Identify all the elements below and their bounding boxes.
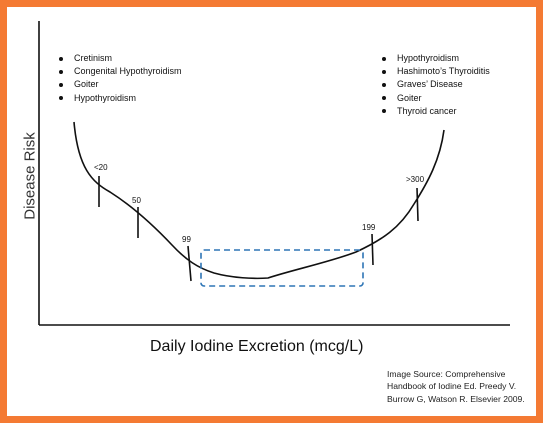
- risk-curve: [73, 121, 445, 280]
- y-axis-title: Disease Risk: [21, 132, 39, 220]
- threshold-label-lt20: <20: [94, 163, 108, 172]
- x-axis-title: Daily Iodine Excretion (mcg/L): [150, 338, 364, 355]
- excess-conditions-list: Hypothyroidism Hashimoto’s Thyroiditis G…: [380, 52, 490, 118]
- list-item: Goiter: [380, 92, 490, 105]
- list-item: Hypothyroidism: [57, 92, 182, 105]
- list-item: Hypothyroidism: [380, 52, 490, 65]
- deficiency-conditions-list: Cretinism Congenital Hypothyroidism Goit…: [57, 52, 182, 105]
- source-line: Burrow G, Watson R. Elsevier 2009.: [387, 393, 525, 404]
- threshold-label-gt300: >300: [406, 175, 425, 184]
- list-item: Goiter: [57, 78, 182, 91]
- threshold-marker-199: [371, 233, 374, 266]
- diagram-canvas: [7, 7, 536, 416]
- threshold-marker-gt300: [416, 187, 419, 222]
- threshold-label-50: 50: [132, 196, 141, 205]
- source-line: Image Source: Comprehensive: [387, 369, 506, 379]
- list-item: Congenital Hypothyroidism: [57, 65, 182, 78]
- image-source-note: Image Source: Comprehensive Handbook of …: [387, 368, 537, 405]
- threshold-label-99: 99: [182, 235, 191, 244]
- list-item: Cretinism: [57, 52, 182, 65]
- list-item: Thyroid cancer: [380, 105, 490, 118]
- list-item: Graves’ Disease: [380, 78, 490, 91]
- threshold-label-199: 199: [362, 223, 376, 232]
- source-line: Handbook of Iodine Ed. Preedy V.: [387, 381, 517, 392]
- optimal-range-box: [200, 249, 364, 287]
- threshold-marker-99: [187, 245, 192, 282]
- list-item: Hashimoto’s Thyroiditis: [380, 65, 490, 78]
